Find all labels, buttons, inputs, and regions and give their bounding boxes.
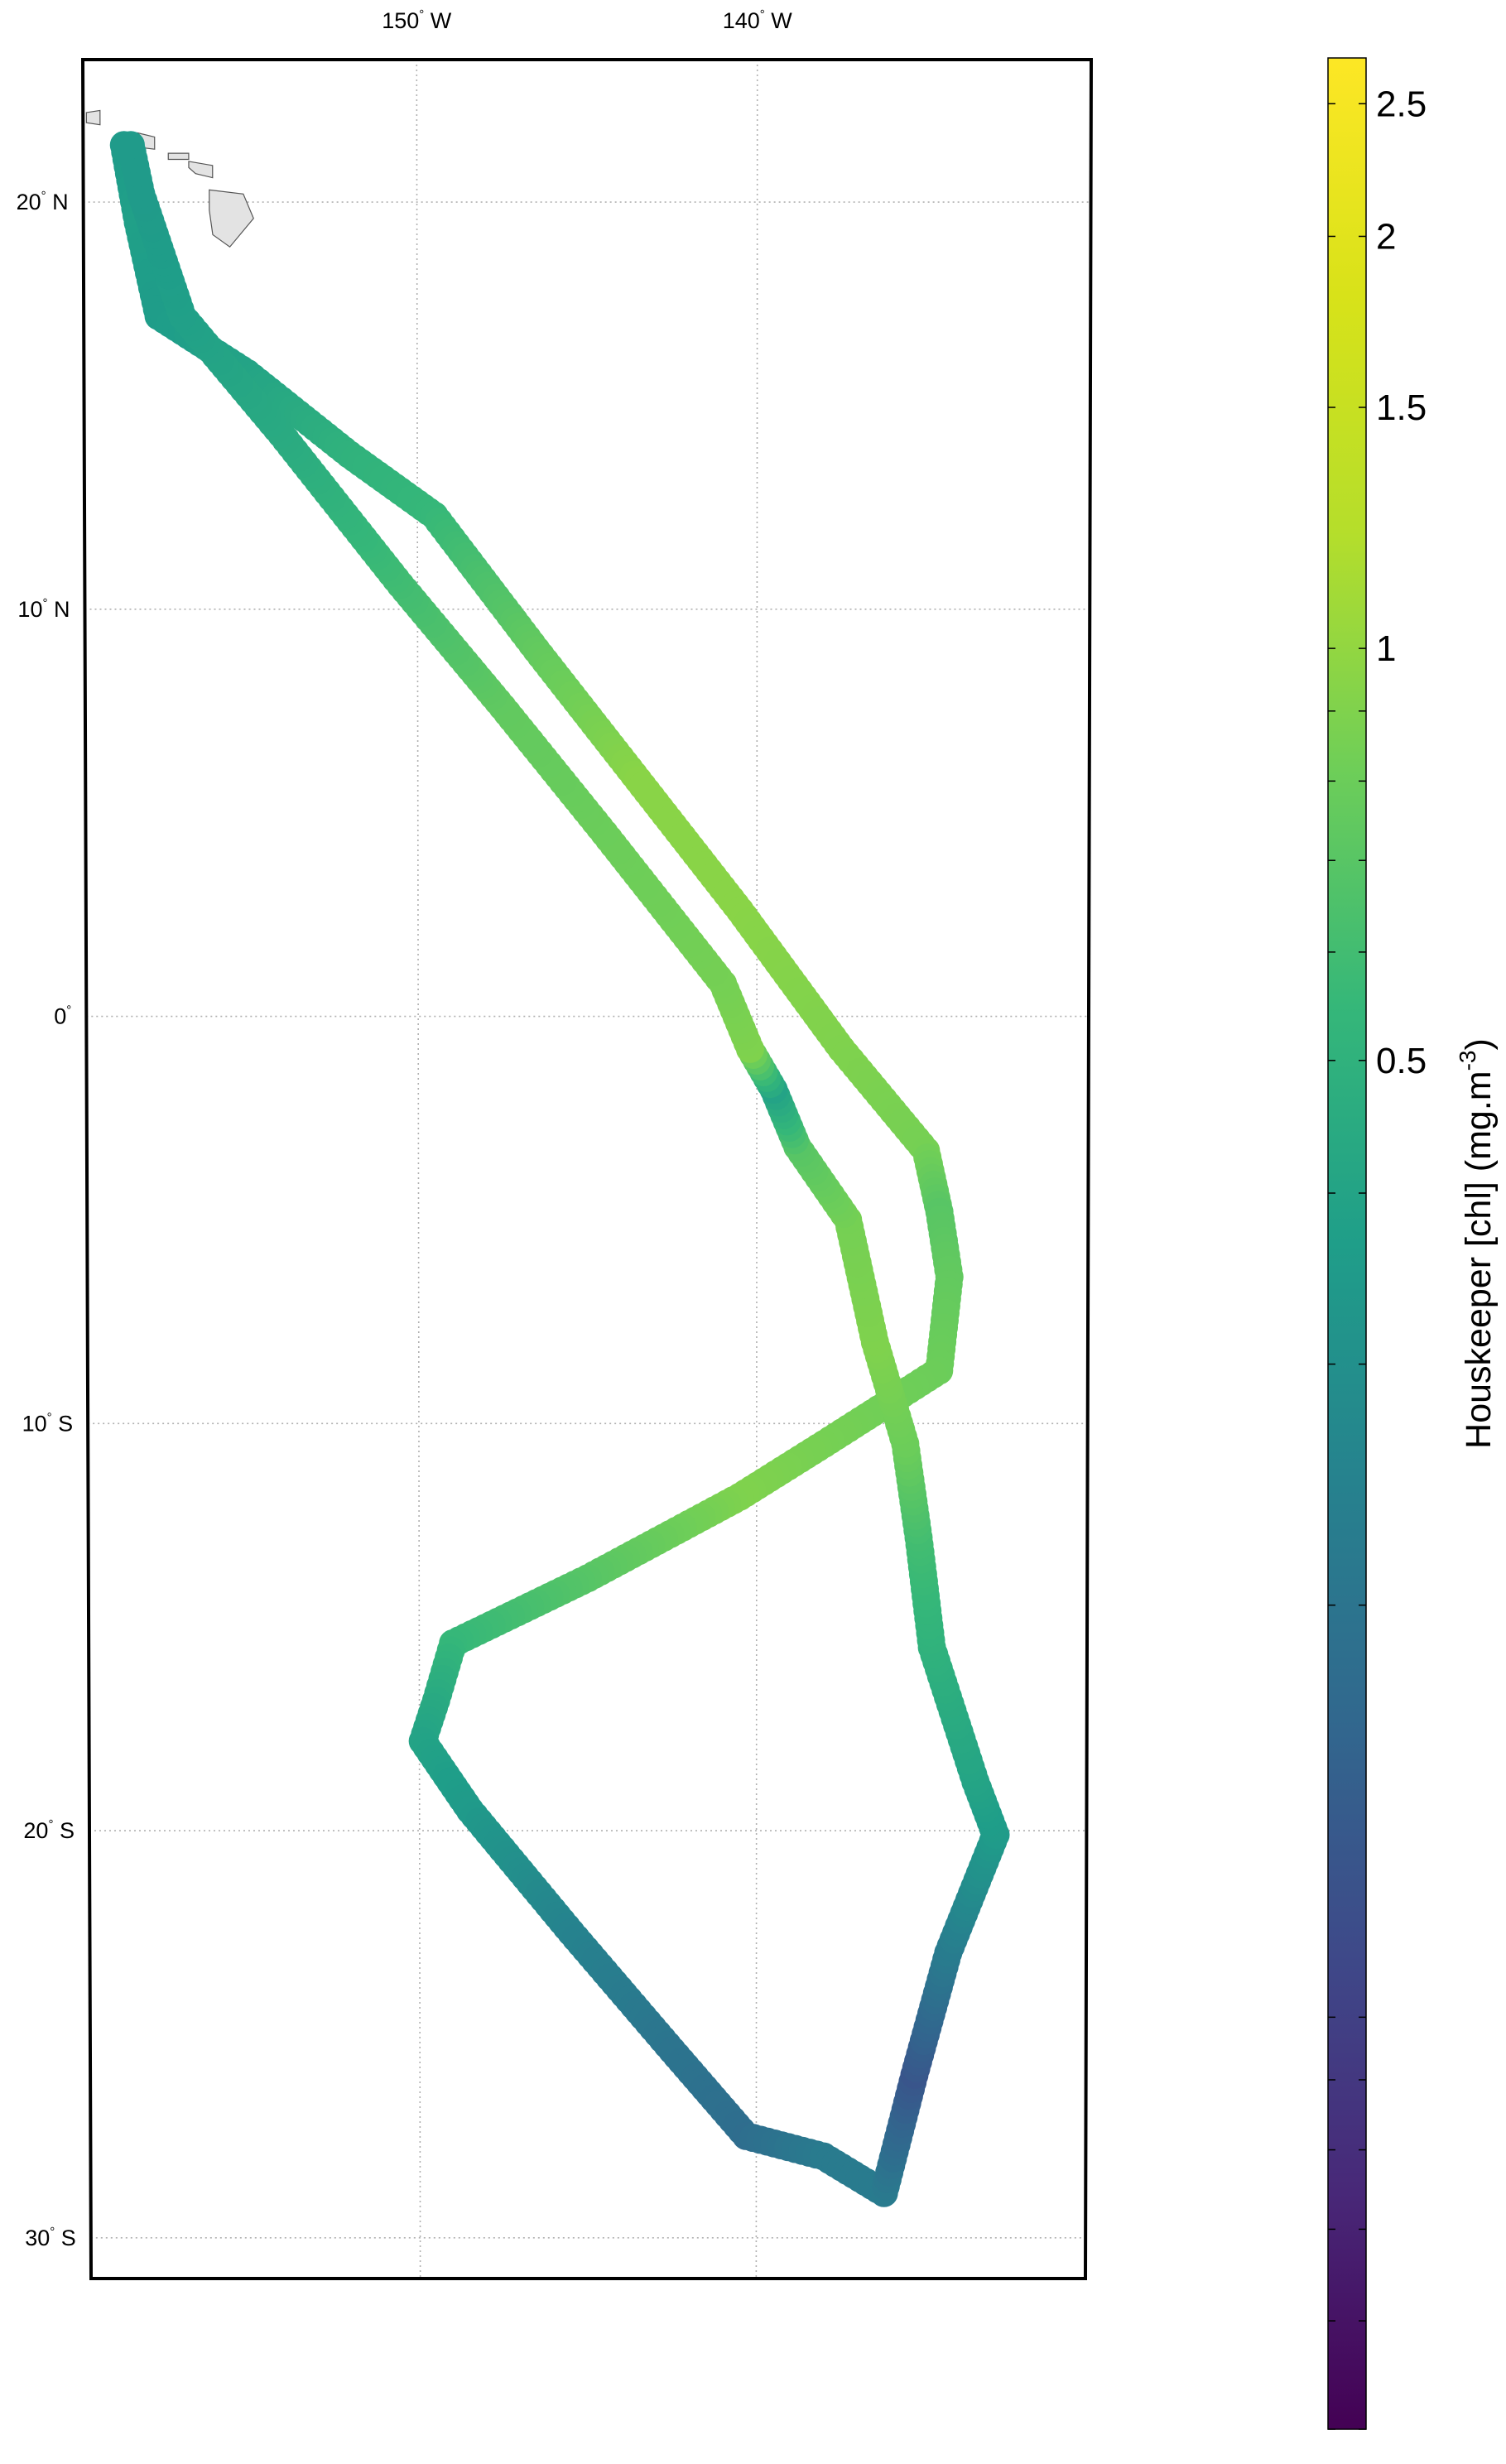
colorbar-title-main: Houskeeper [chl] (mg.m (1459, 1071, 1499, 1448)
colorbar-title: Houskeeper [chl] (mg.m-3) (1455, 1038, 1499, 1449)
longitude-tick-label: 150° W (382, 7, 452, 33)
latitude-labels: 20° N 10° N 0° 10° S 20° S 30° S (17, 189, 76, 2250)
island-shape (209, 189, 254, 248)
colorbar-label: 2 (1376, 216, 1396, 257)
longitude-labels: 150° W 140° W (382, 7, 792, 33)
map-gridlines (83, 60, 1091, 2279)
colorbar-title-exponent: -3 (1455, 1050, 1480, 1071)
island-shape (188, 161, 214, 179)
latitude-tick-label: 20° N (17, 189, 69, 214)
latitude-tick-label: 20° S (23, 1817, 75, 1843)
latitude-tick-label: 10° N (17, 596, 70, 622)
colorbar: 2.5 2 1.5 1 0.5 Houskeeper [chl] (mg.m-3) (1327, 57, 1499, 2430)
colorbar-title-close: ) (1459, 1038, 1499, 1050)
longitude-gridline (755, 60, 758, 2279)
cruise-track (109, 131, 1010, 2207)
latitude-tick-label: 30° S (25, 2225, 76, 2250)
island-shape (85, 109, 101, 126)
hawaiian-islands (85, 109, 254, 248)
colorbar-bar (1327, 57, 1367, 2430)
longitude-tick-label: 140° W (723, 7, 793, 33)
island-shape (167, 152, 190, 161)
colorbar-label: 0.5 (1376, 1041, 1427, 1081)
track-sample-point (116, 131, 145, 160)
latitude-tick-label: 0° (54, 1003, 71, 1029)
colorbar-label: 1 (1376, 628, 1396, 669)
colorbar-ticks (1328, 103, 1366, 2430)
colorbar-labels: 2.5 2 1.5 1 0.5 (1376, 84, 1427, 1081)
colorbar-label: 1.5 (1376, 387, 1427, 428)
latitude-tick-label: 10° S (22, 1410, 74, 1436)
colorbar-label: 2.5 (1376, 84, 1427, 124)
longitude-gridline (416, 60, 421, 2279)
map-frame (80, 58, 1094, 2280)
